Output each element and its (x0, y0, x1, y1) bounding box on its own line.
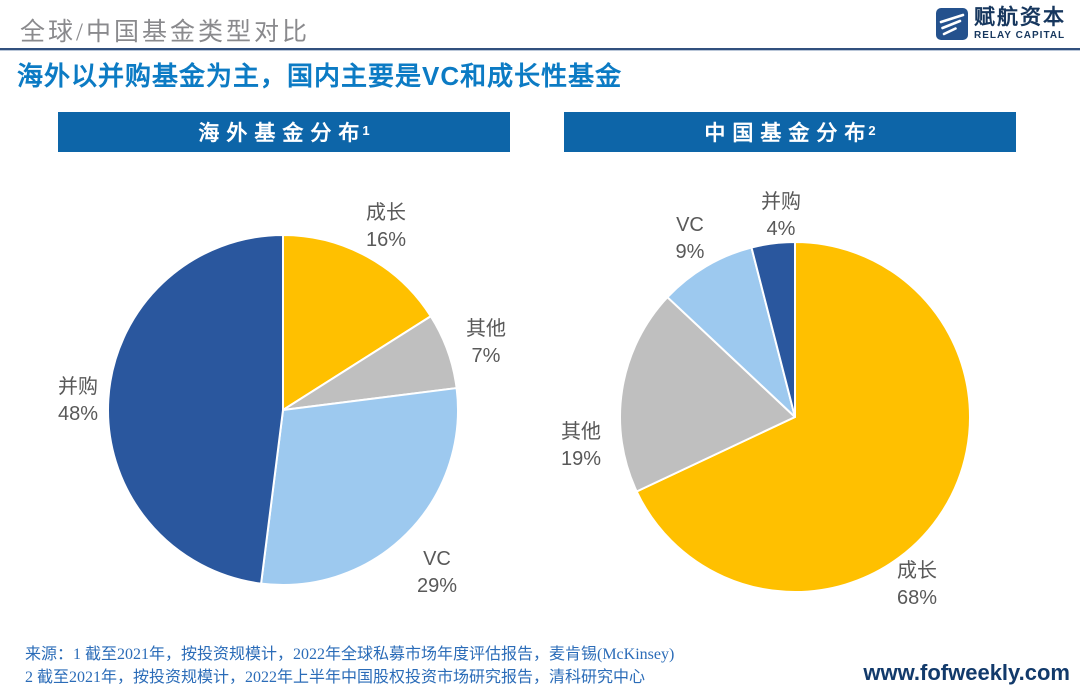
website-url: www.fofweekly.com (863, 660, 1070, 685)
pie-slice-成长 (635, 241, 972, 593)
label-text: 其他 (466, 318, 506, 340)
china-footnote-ref: 2 (868, 122, 876, 138)
label-value: 7% (471, 345, 501, 367)
source-line-1: 来源：1 截至2021年，按投资规模计，2022年全球私募市场年度评估报告，麦肯… (25, 646, 675, 663)
label-value: 9% (675, 241, 705, 263)
logo-name-en: RELAY CAPITAL (974, 30, 1066, 41)
overseas-label-buyout: 并购 48% (28, 374, 128, 428)
overseas-label-growth: 成长 16% (336, 200, 436, 254)
label-text: VC (423, 548, 451, 570)
china-label-buyout: 并购 4% (731, 189, 831, 243)
overseas-label-vc: VC 29% (387, 546, 487, 600)
pie-slice-成长 (282, 234, 432, 411)
overseas-pie-chart (107, 234, 459, 586)
china-chart-title: 中国基金分布 (704, 122, 873, 145)
overseas-chart-title: 海外基金分布 (198, 122, 367, 145)
header-divider (0, 48, 1080, 51)
pie-slice-其他 (619, 296, 796, 493)
china-label-other: 其他 19% (531, 419, 631, 473)
pie-slice-VC (260, 387, 459, 586)
relay-capital-logo-icon (936, 8, 968, 40)
overseas-label-other: 其他 7% (436, 316, 536, 370)
label-text: 其他 (561, 421, 601, 443)
china-label-growth: 成长 68% (867, 558, 967, 612)
label-text: VC (676, 214, 704, 236)
pie-slice-并购 (750, 241, 796, 418)
label-text: 成长 (897, 560, 937, 582)
source-line-2: 2 截至2021年，按投资规模计，2022年上半年中国股权投资市场研究报告，清科… (25, 669, 646, 686)
label-value: 29% (416, 575, 458, 597)
china-label-vc: VC 9% (640, 212, 740, 266)
label-value: 16% (365, 229, 407, 251)
overseas-footnote-ref: 1 (362, 122, 370, 138)
label-value: 4% (766, 218, 796, 240)
slide-subtitle: 海外以并购基金为主，国内主要是VC和成长性基金 (17, 61, 623, 91)
label-text: 并购 (761, 191, 801, 213)
overseas-chart-header: 海外基金分布 1 (58, 112, 510, 152)
page-title: 全球/中国基金类型对比 (20, 19, 310, 46)
label-value: 68% (896, 587, 938, 609)
label-text: 成长 (366, 202, 406, 224)
logo-text: 赋航资本 RELAY CAPITAL (974, 7, 1066, 41)
pie-slice-VC (666, 246, 796, 418)
label-text: 并购 (58, 376, 98, 398)
pie-slice-并购 (107, 234, 284, 585)
label-value: 19% (560, 448, 602, 470)
china-chart-header: 中国基金分布 2 (564, 112, 1016, 152)
company-logo: 赋航资本 RELAY CAPITAL (936, 7, 1066, 41)
label-value: 48% (57, 403, 99, 425)
logo-name-cn: 赋航资本 (974, 5, 1066, 29)
china-pie-chart (619, 241, 972, 593)
